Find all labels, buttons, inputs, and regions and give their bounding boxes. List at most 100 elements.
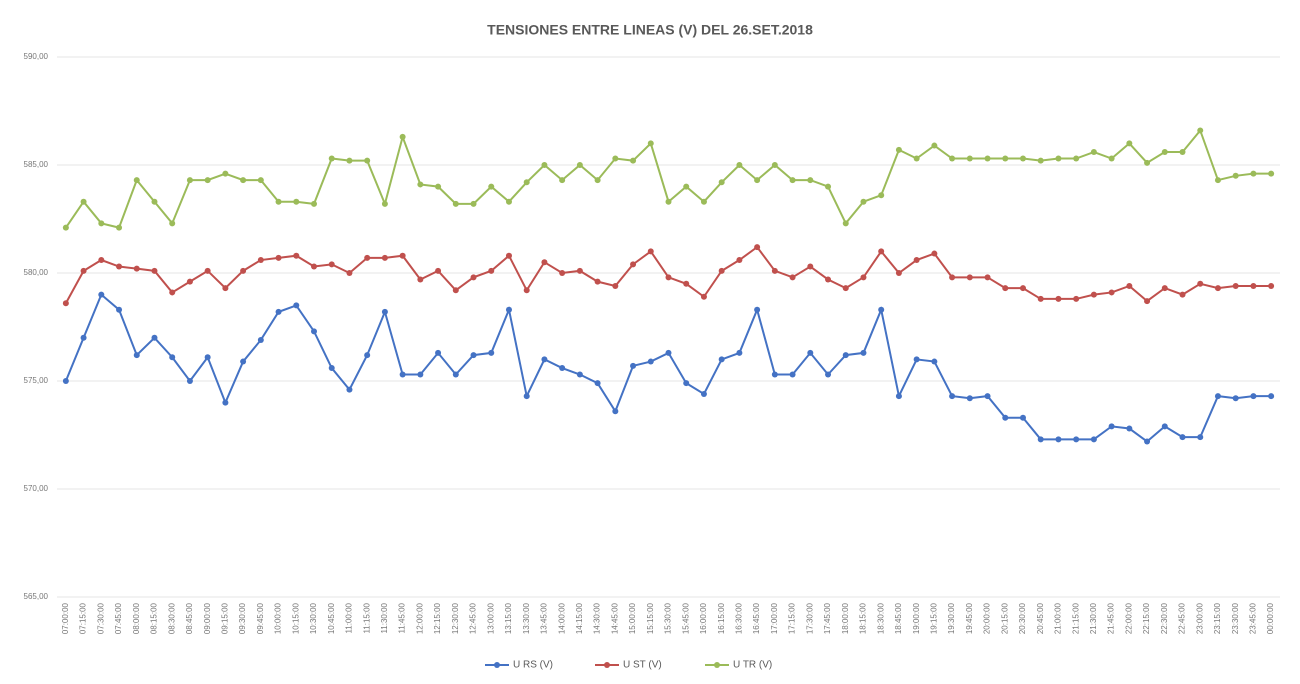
- x-tick-label: 21:30:00: [1089, 602, 1098, 634]
- x-tick-label: 19:00:00: [912, 602, 921, 634]
- x-tick-label: 23:00:00: [1195, 602, 1204, 634]
- data-point: [1179, 149, 1186, 156]
- data-point: [169, 289, 176, 296]
- x-tick-label: 15:00:00: [628, 602, 637, 634]
- data-point: [62, 378, 69, 384]
- data-point: [1073, 155, 1080, 162]
- x-tick-label: 18:45:00: [894, 602, 903, 634]
- data-point: [541, 356, 548, 363]
- data-point: [80, 198, 87, 205]
- data-point: [931, 358, 938, 365]
- data-point: [240, 358, 247, 365]
- data-point: [488, 267, 495, 274]
- data-point: [789, 274, 796, 281]
- x-tick-label: 23:45:00: [1249, 602, 1258, 634]
- data-point: [559, 365, 566, 372]
- data-point: [1037, 157, 1044, 164]
- data-point: [80, 334, 87, 341]
- data-point: [576, 162, 583, 168]
- data-point: [204, 177, 211, 184]
- data-point: [913, 257, 920, 264]
- data-point: [966, 395, 973, 402]
- data-point: [541, 162, 548, 168]
- data-point: [62, 224, 69, 231]
- legend-marker: [604, 662, 610, 668]
- data-point: [116, 306, 123, 313]
- data-point: [523, 179, 530, 186]
- data-point: [1019, 155, 1026, 162]
- x-tick-label: 07:15:00: [79, 602, 88, 634]
- data-point: [842, 285, 849, 292]
- data-point: [1055, 295, 1062, 302]
- data-point: [754, 306, 761, 313]
- data-point: [1073, 295, 1080, 302]
- x-tick-label: 23:15:00: [1213, 602, 1222, 634]
- data-point: [98, 220, 105, 227]
- x-tick-label: 14:00:00: [557, 602, 566, 634]
- data-point: [364, 352, 371, 359]
- data-point: [1268, 170, 1275, 177]
- data-point: [116, 263, 123, 270]
- x-tick-label: 18:30:00: [876, 602, 885, 634]
- data-point: [1250, 170, 1257, 177]
- data-point: [771, 162, 778, 168]
- data-point: [488, 349, 495, 356]
- x-tick-label: 12:00:00: [415, 602, 424, 634]
- data-point: [665, 274, 672, 281]
- data-point: [895, 146, 902, 153]
- data-point: [381, 200, 388, 207]
- x-tick-label: 12:15:00: [433, 602, 442, 634]
- data-point: [1214, 177, 1221, 184]
- data-point: [1197, 434, 1204, 441]
- x-tick-label: 12:30:00: [451, 602, 460, 634]
- data-point: [949, 155, 956, 162]
- x-tick-label: 17:15:00: [788, 602, 797, 634]
- data-point: [559, 177, 566, 184]
- y-tick-label: 590,00: [24, 52, 49, 61]
- data-point: [825, 183, 832, 190]
- data-point: [1002, 414, 1009, 421]
- y-tick-label: 570,00: [24, 484, 49, 493]
- data-point: [754, 177, 761, 184]
- data-point: [807, 263, 814, 270]
- data-point: [1037, 295, 1044, 302]
- x-tick-label: 11:15:00: [362, 602, 371, 633]
- data-point: [683, 280, 690, 287]
- data-point: [222, 170, 229, 177]
- data-point: [169, 354, 176, 361]
- data-point: [594, 177, 601, 184]
- data-point: [222, 285, 229, 292]
- data-point: [399, 371, 406, 378]
- data-point: [417, 371, 424, 378]
- x-tick-label: 19:30:00: [947, 602, 956, 634]
- data-point: [1179, 434, 1186, 441]
- x-tick-label: 09:15:00: [220, 602, 229, 634]
- data-point: [346, 270, 353, 276]
- x-tick-label: 17:30:00: [805, 602, 814, 634]
- x-tick-label: 10:15:00: [291, 602, 300, 634]
- data-point: [789, 371, 796, 378]
- data-point: [133, 265, 140, 272]
- data-point: [204, 354, 211, 361]
- data-point: [700, 293, 707, 300]
- data-point: [275, 308, 282, 315]
- data-point: [700, 198, 707, 205]
- x-tick-label: 19:45:00: [965, 602, 974, 634]
- data-point: [275, 254, 282, 261]
- data-point: [364, 254, 371, 261]
- x-tick-label: 14:45:00: [610, 602, 619, 634]
- data-point: [1197, 280, 1204, 287]
- data-point: [204, 267, 211, 274]
- x-tick-label: 11:00:00: [345, 602, 354, 633]
- data-point: [931, 142, 938, 149]
- x-tick-label: 00:00:00: [1266, 602, 1275, 634]
- x-tick-label: 08:15:00: [150, 602, 159, 634]
- data-point: [1073, 436, 1080, 443]
- data-point: [895, 393, 902, 400]
- data-point: [966, 274, 973, 281]
- data-point: [311, 200, 318, 207]
- y-tick-label: 575,00: [24, 376, 49, 385]
- data-point: [186, 177, 193, 184]
- data-point: [1144, 298, 1151, 305]
